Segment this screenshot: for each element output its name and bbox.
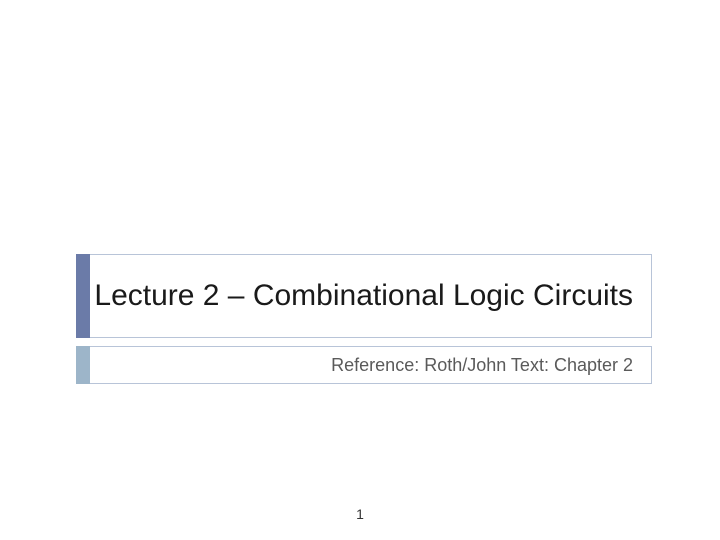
slide: Lecture 2 – Combinational Logic Circuits… xyxy=(0,0,720,540)
subtitle-accent-bar xyxy=(76,346,90,384)
page-number: 1 xyxy=(356,506,364,522)
title-text-area: Lecture 2 – Combinational Logic Circuits xyxy=(90,254,652,338)
slide-title: Lecture 2 – Combinational Logic Circuits xyxy=(94,279,633,314)
subtitle-text-area: Reference: Roth/John Text: Chapter 2 xyxy=(90,346,652,384)
title-box: Lecture 2 – Combinational Logic Circuits xyxy=(76,254,652,338)
title-accent-bar xyxy=(76,254,90,338)
slide-subtitle: Reference: Roth/John Text: Chapter 2 xyxy=(331,355,633,376)
subtitle-box: Reference: Roth/John Text: Chapter 2 xyxy=(76,346,652,384)
